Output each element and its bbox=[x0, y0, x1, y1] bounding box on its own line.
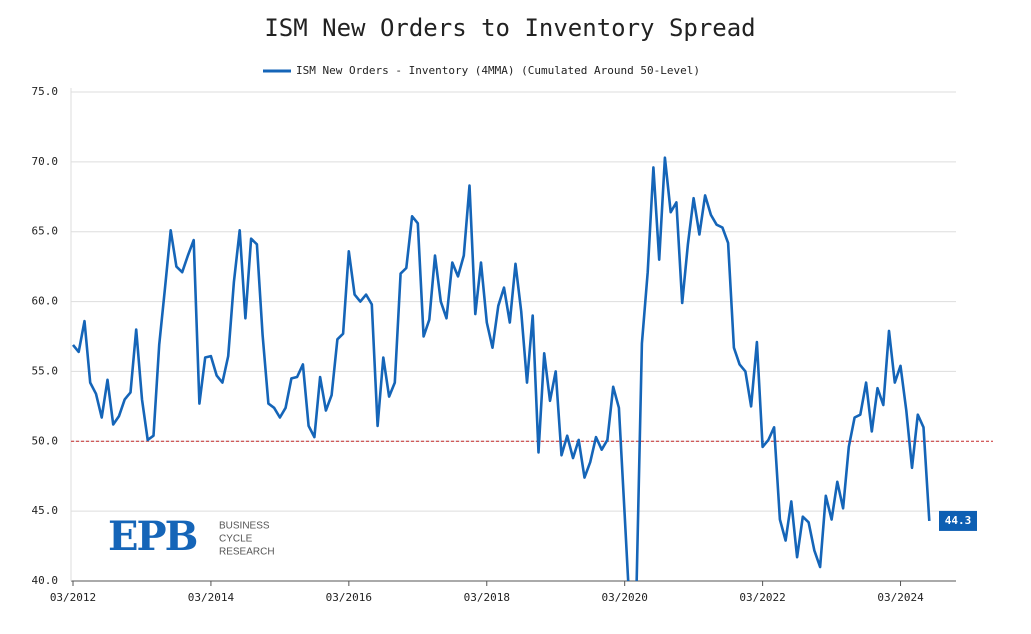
logo-text: RESEARCH bbox=[219, 547, 275, 558]
y-tick-label: 75.0 bbox=[32, 85, 59, 98]
x-tick-label: 03/2024 bbox=[877, 591, 924, 604]
logo: EPB BUSINESS CYCLE RESEARCH bbox=[108, 513, 275, 560]
y-tick-label: 60.0 bbox=[32, 295, 59, 308]
y-tick-label: 40.0 bbox=[32, 574, 59, 587]
x-tick-label: 03/2018 bbox=[464, 591, 510, 604]
value-label-box bbox=[939, 510, 977, 531]
y-tick-label: 70.0 bbox=[32, 155, 59, 168]
chart-title: ISM New Orders to Inventory Spread bbox=[264, 14, 755, 42]
logo-mark: EPB bbox=[108, 513, 197, 560]
y-tick-label: 65.0 bbox=[32, 225, 59, 238]
x-tick-label: 03/2020 bbox=[602, 591, 648, 604]
x-tick-label: 03/2022 bbox=[739, 591, 785, 604]
value-label: 44.3 bbox=[945, 514, 972, 527]
logo-text: BUSINESS bbox=[219, 521, 270, 532]
x-tick-label: 03/2016 bbox=[326, 591, 372, 604]
legend-label: ISM New Orders - Inventory (4MMA) (Cumul… bbox=[296, 64, 700, 77]
y-tick-label: 45.0 bbox=[32, 504, 59, 517]
x-tick-label: 03/2012 bbox=[50, 591, 96, 604]
data-line bbox=[71, 156, 931, 581]
x-tick-label: 03/2014 bbox=[188, 591, 235, 604]
y-tick-label: 55.0 bbox=[32, 364, 59, 377]
plot-area bbox=[71, 156, 931, 581]
y-tick-label: 50.0 bbox=[32, 434, 59, 447]
logo-text: CYCLE bbox=[219, 534, 253, 545]
